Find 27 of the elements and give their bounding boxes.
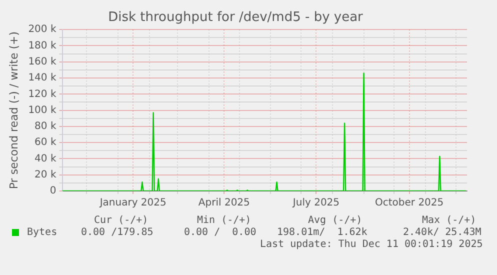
y-tick-label: 40 k xyxy=(34,153,56,164)
chart-title: Disk throughput for /dev/md5 - by year xyxy=(108,10,364,26)
text: 0.00 /179.85 xyxy=(81,227,154,238)
y-tick-label: 20 k xyxy=(34,169,56,180)
text: Last update: Thu Dec 11 00:01:19 2025 xyxy=(260,239,483,250)
text: Cur (-/+) xyxy=(94,215,148,226)
text: Max (-/+) xyxy=(422,215,476,226)
y-tick-label: 120 k xyxy=(28,88,56,100)
x-tick-label: January 2025 xyxy=(98,198,166,209)
text: 0.00 / 0.00 xyxy=(184,227,256,238)
y-tick-label: 140 k xyxy=(28,72,56,84)
y-tick-label: 60 k xyxy=(34,137,56,148)
y-tick-label: 160 k xyxy=(28,56,56,68)
x-tick-label: July 2025 xyxy=(292,198,340,209)
y-tick-label: 100 k xyxy=(28,104,56,116)
text: 2.40k/ 25.43M xyxy=(403,227,482,238)
y-tick-label: 200 k xyxy=(28,24,56,36)
text: 198.01m/ 1.62k xyxy=(277,227,368,238)
x-tick-label: April 2025 xyxy=(198,198,250,209)
y-tick-label: 0 xyxy=(50,186,56,197)
y-tick-label: 180 k xyxy=(28,40,56,52)
y-axis-title: Pr second read (-) / write (+) xyxy=(7,31,20,190)
text: Min (-/+) xyxy=(197,215,252,226)
legend-label: Bytes xyxy=(26,227,58,238)
text: Avg (-/+) xyxy=(308,215,362,226)
x-tick-label: October 2025 xyxy=(374,198,444,209)
y-tick-label: 80 k xyxy=(34,121,56,132)
